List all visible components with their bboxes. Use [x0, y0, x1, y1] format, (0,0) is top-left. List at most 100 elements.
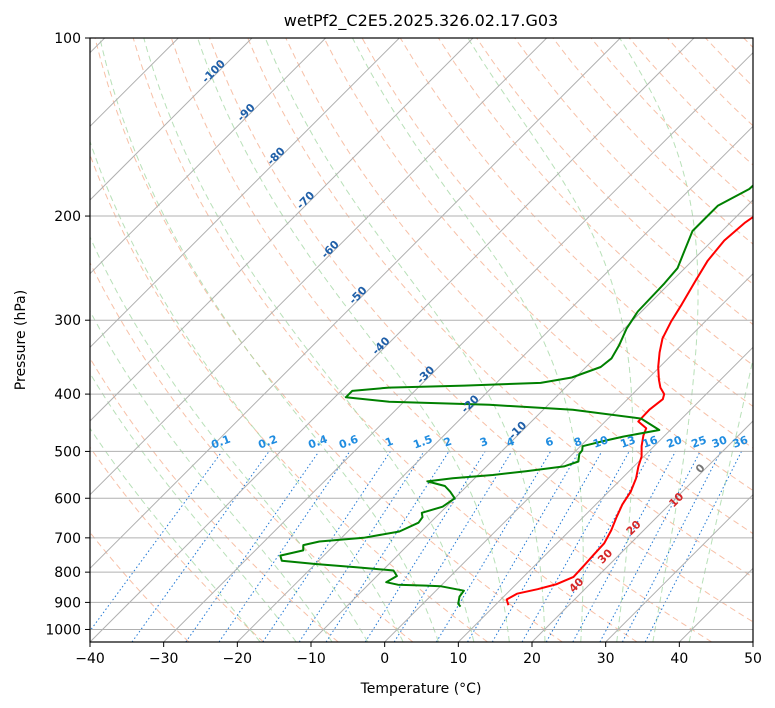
mixing-ratio-label: 0.6 [337, 433, 360, 452]
x-tick-label: 10 [449, 651, 467, 667]
mixing-ratio-label: 8 [572, 435, 584, 450]
moist-adiabat-line [90, 235, 369, 642]
y-tick-label: 800 [54, 565, 81, 581]
y-tick-label: 300 [54, 313, 81, 329]
mixing-ratio-line [467, 451, 580, 642]
isotherm-line [236, 125, 753, 642]
y-tick-label: 1000 [45, 622, 81, 638]
isotherm-line [90, 38, 327, 275]
mixing-ratio-line [131, 451, 270, 642]
moist-adiabat-line [90, 372, 297, 642]
mixing-ratio-label: 10 [591, 433, 610, 451]
dry-adiabat-line [94, 38, 563, 642]
y-tick-label: 500 [54, 444, 81, 460]
moist-adiabat-line [90, 427, 261, 642]
x-tick-label: 20 [523, 651, 541, 667]
mixing-ratio-label: 4 [505, 435, 517, 450]
moist-adiabat-line [688, 356, 753, 642]
x-tick-label: 50 [744, 651, 762, 667]
x-tick-label: −20 [223, 651, 253, 667]
x-tick-label: −30 [149, 651, 179, 667]
isotherm-line [90, 38, 548, 496]
moist-adiabat-line [264, 38, 546, 642]
mixing-ratio-label: 16 [641, 433, 660, 451]
x-tick-label: −40 [75, 651, 105, 667]
moist-adiabat-line [197, 38, 510, 642]
isotherm-line [457, 346, 753, 642]
y-tick-label: 400 [54, 387, 81, 403]
chart-title: wetPf2_C2E5.2025.326.02.17.G03 [284, 11, 558, 31]
mixing-ratio-label: 1 [383, 435, 395, 450]
moist-adiabat-line [99, 38, 439, 642]
isotherm-line [90, 38, 253, 201]
dry-adiabat-line [209, 38, 753, 623]
background-lines [90, 38, 753, 642]
dry-adiabat-line [323, 38, 753, 492]
isotherm-line [163, 51, 753, 642]
mixing-ratio-line [572, 451, 676, 642]
mixing-ratio-line [364, 451, 486, 642]
mixing-ratio-label: 2 [442, 435, 454, 450]
x-axis: −40 −30 −20 −10 0 10 20 30 40 50 [75, 642, 762, 667]
dry-adiabat-line [247, 38, 753, 578]
mixing-ratio-label: 3 [478, 435, 490, 450]
y-axis: 100 200 300 400 500 600 700 800 900 1000 [45, 31, 90, 638]
mixing-ratio-line [90, 451, 223, 632]
isotherm-line [605, 493, 753, 642]
moist-adiabat-line [619, 38, 699, 642]
mixing-ratio-label: 0.4 [306, 433, 329, 452]
dry-adiabat-line [514, 38, 753, 285]
moist-adiabat-line [352, 38, 584, 642]
mixing-ratio-line [185, 451, 320, 642]
isotherm-line [384, 272, 753, 642]
mixing-ratio-label: 0.2 [256, 433, 279, 452]
temperature-profile-line [505, 215, 753, 606]
isotherm-line [310, 199, 753, 642]
isotherm-line [90, 38, 695, 642]
mixing-ratio-label: 1.5 [412, 433, 435, 452]
mixing-ratio-line [393, 451, 513, 642]
mixing-ratio-line [325, 451, 450, 642]
mixing-ratio-label: 30 [710, 433, 729, 451]
grid-lines [90, 38, 753, 642]
mixing-ratio-label: 20 [665, 433, 684, 451]
mixing-ratio-line [491, 451, 603, 642]
x-tick-label: 0 [380, 651, 389, 667]
isotherm-line [90, 38, 474, 422]
y-tick-label: 600 [54, 491, 81, 507]
dry-adiabat-line [132, 38, 638, 642]
isotherm-line [531, 420, 753, 642]
y-tick-label: 100 [54, 31, 81, 47]
y-tick-label: 200 [54, 209, 81, 225]
x-tick-label: −10 [296, 651, 326, 667]
plot-frame [89, 37, 754, 643]
isotherm-line [90, 38, 400, 349]
y-tick-label: 900 [54, 595, 81, 611]
profile-lines [279, 184, 753, 608]
mixing-ratio-label: 25 [690, 433, 709, 450]
dry-adiabat-line [170, 38, 712, 642]
mixing-ratio-label: 6 [544, 435, 556, 450]
mixing-ratio-line [218, 451, 351, 642]
dry-adiabat-line [90, 446, 264, 642]
dry-adiabat-line [90, 357, 339, 642]
dry-adiabat-line [285, 38, 753, 535]
moist-adiabat-line [90, 310, 333, 642]
y-tick-label: 700 [54, 531, 81, 547]
dry-adiabat-line [90, 261, 414, 642]
dry-adiabat-line [476, 38, 753, 326]
mixing-ratio-label: 13 [619, 433, 638, 450]
isotherm-line [90, 38, 621, 570]
mixing-ratio-line [521, 451, 630, 642]
x-tick-label: 40 [670, 651, 688, 667]
moist-adiabat-line [90, 139, 404, 642]
mixing-ratio-label: 0.1 [210, 433, 233, 452]
dewpoint-profile-line [279, 184, 753, 608]
mixing-ratio-label: 36 [731, 433, 750, 451]
y-axis-title: Pressure (hPa) [13, 290, 29, 390]
mixing-ratio-line [435, 451, 552, 642]
x-axis-title: Temperature (°C) [360, 681, 482, 697]
x-tick-label: 30 [597, 651, 615, 667]
